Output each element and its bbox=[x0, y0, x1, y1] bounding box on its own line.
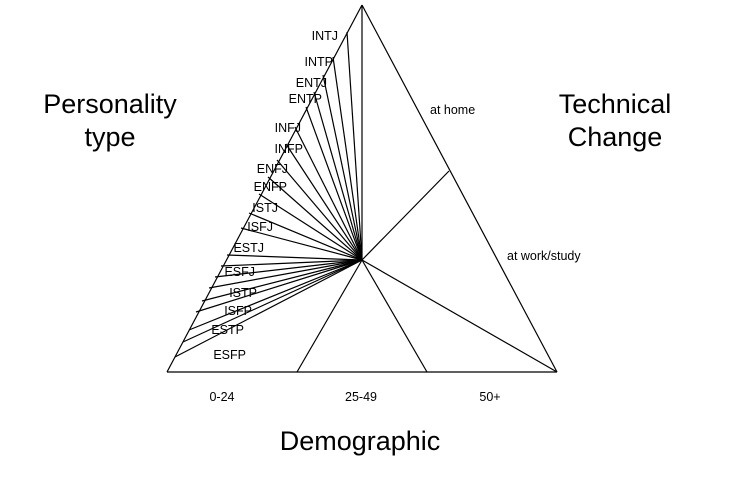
personality-type-entj: ENTJ bbox=[296, 76, 327, 90]
demographic-heading: Demographic bbox=[279, 426, 441, 456]
technical-change-divider bbox=[361, 259, 558, 373]
personality-divider bbox=[305, 106, 363, 261]
personality-divider bbox=[226, 254, 363, 261]
personality-type-intp: INTP bbox=[305, 55, 333, 69]
personality-divider bbox=[208, 259, 363, 289]
demographic-0-24: 0-24 bbox=[209, 390, 234, 404]
personality-divider bbox=[182, 259, 363, 343]
personality-type-enfp: ENFP bbox=[254, 180, 287, 194]
technical-change-heading: Technical Change bbox=[545, 88, 685, 154]
personality-type-intj: INTJ bbox=[312, 29, 338, 43]
personality-divider bbox=[174, 259, 363, 358]
personality-heading-line-1: Personality bbox=[43, 89, 177, 119]
personality-divider bbox=[188, 259, 363, 331]
personality-type-infj: INFJ bbox=[275, 121, 301, 135]
personality-divider bbox=[201, 259, 363, 302]
diagram-labels: INTJ INTP ENTJ ENTP INFJ INFP ENFJ ENFP ISTJ ISFJ… bbox=[209, 29, 581, 404]
personality-divider bbox=[285, 143, 363, 261]
diagram-lines bbox=[166, 4, 558, 373]
personality-divider bbox=[267, 176, 363, 261]
technical-change-divider bbox=[361, 170, 450, 261]
personality-type-istp: ISTP bbox=[229, 286, 257, 300]
personality-type-estp: ESTP bbox=[211, 323, 244, 337]
personality-type-heading: Personality type bbox=[28, 88, 192, 154]
personality-type-esfj: ESFJ bbox=[224, 265, 255, 279]
personality-divider bbox=[195, 259, 363, 313]
technical-heading-line-1: Technical bbox=[558, 89, 672, 119]
personality-divider bbox=[258, 193, 363, 261]
personality-divider bbox=[276, 159, 363, 261]
personality-heading-line-2: type bbox=[84, 122, 136, 152]
personality-divider bbox=[294, 126, 363, 261]
personality-type-estj: ESTJ bbox=[233, 241, 264, 255]
personality-type-entp: ENTP bbox=[289, 92, 322, 106]
personality-divider bbox=[332, 56, 363, 261]
technical-change-at-home: at home bbox=[430, 103, 475, 117]
technical-change-at-work-study: at work/study bbox=[507, 249, 581, 263]
demographic-divider bbox=[361, 259, 428, 373]
personality-type-infp: INFP bbox=[275, 142, 303, 156]
personality-divider bbox=[214, 259, 363, 278]
personality-type-isfp: ISFP bbox=[224, 304, 252, 318]
personality-type-isfj: ISFJ bbox=[247, 220, 273, 234]
personality-type-istj: ISTJ bbox=[252, 201, 278, 215]
personality-divider bbox=[240, 227, 363, 261]
demographic-divider bbox=[296, 259, 363, 373]
personality-divider bbox=[322, 74, 363, 261]
triangle-right-edge bbox=[361, 4, 558, 373]
personality-divider bbox=[313, 91, 363, 261]
demographic-50: 50+ bbox=[479, 390, 500, 404]
technical-heading-line-2: Change bbox=[567, 122, 663, 152]
personality-divider bbox=[346, 31, 363, 261]
personality-type-enfj: ENFJ bbox=[257, 162, 288, 176]
demographic-25-49: 25-49 bbox=[345, 390, 377, 404]
personality-divider bbox=[248, 212, 363, 261]
personality-type-esfp: ESFP bbox=[213, 348, 246, 362]
personality-divider bbox=[220, 259, 363, 267]
